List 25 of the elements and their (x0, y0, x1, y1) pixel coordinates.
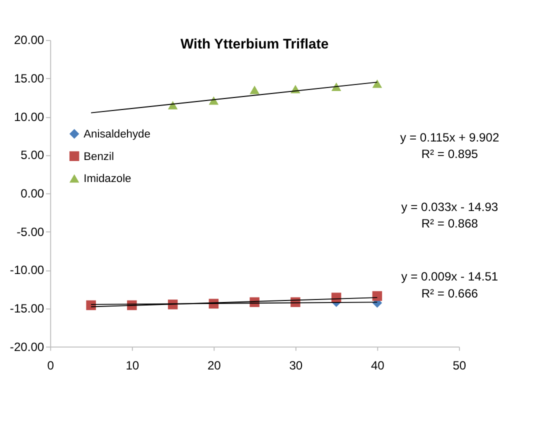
y-tick-label: 0.00 (20, 186, 44, 200)
y-tick-label: 20.00 (14, 33, 44, 48)
x-tick-label: 10 (126, 358, 140, 372)
legend-label: Imidazole (84, 173, 132, 186)
y-tick-label: -5.00 (16, 224, 44, 239)
x-tick-label: 30 (289, 358, 303, 372)
annotation: R² = 0.895 (421, 147, 478, 162)
y-tick-label: -20.00 (10, 340, 44, 354)
y-tick-label: 5.00 (20, 148, 44, 162)
y-tick-label: -15.00 (10, 301, 44, 316)
y-tick-label: 15.00 (14, 72, 44, 86)
chart-title: With Ytterbium Triflate (180, 35, 329, 52)
legend-label: Benzil (84, 150, 114, 163)
x-tick-label: 50 (452, 358, 466, 372)
x-tick-label: 40 (370, 358, 385, 372)
annotation: y = 0.115x + 9.902 (400, 130, 500, 144)
annotation: R² = 0.868 (421, 216, 478, 231)
y-tick-label: 10.00 (14, 110, 44, 124)
y-tick-label: -10.00 (10, 263, 44, 278)
legend-label: Anisaldehyde (84, 128, 150, 141)
x-tick-label: 0 (47, 358, 54, 372)
x-tick-label: 20 (207, 358, 222, 372)
annotation: y = 0.033x - 14.93 (401, 200, 498, 214)
annotation: R² = 0.666 (421, 286, 478, 300)
annotation: y = 0.009x - 14.51 (401, 270, 498, 284)
